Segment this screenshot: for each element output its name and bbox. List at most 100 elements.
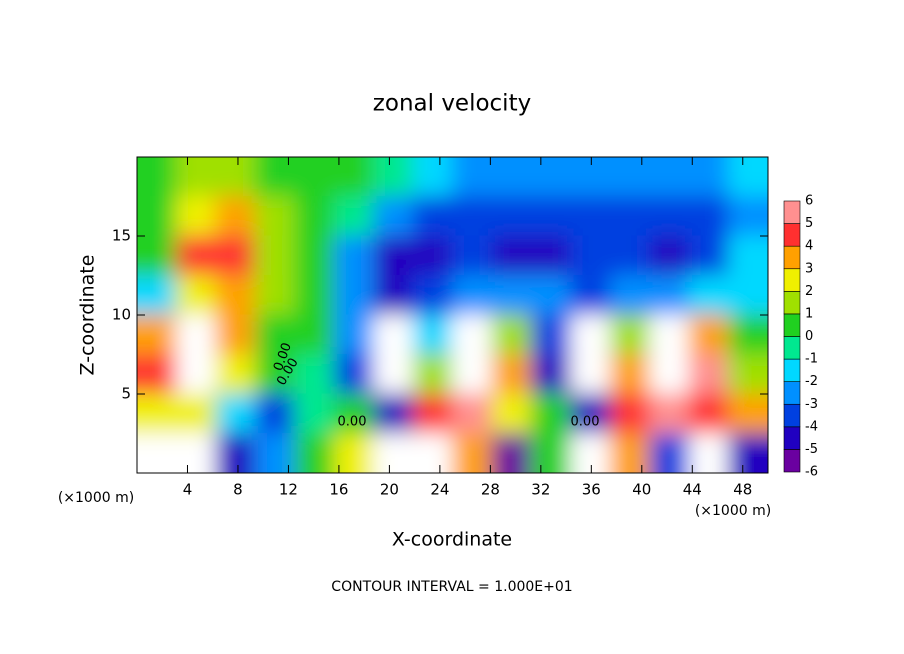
field-cell <box>412 275 453 316</box>
colorbar-label: 2 <box>805 284 813 299</box>
field-cell <box>333 196 375 237</box>
colorbar-swatch <box>783 223 801 247</box>
field-cell <box>175 157 217 197</box>
x-tick-label: 32 <box>531 481 550 499</box>
field-cell <box>137 314 177 355</box>
field-cell <box>452 433 493 473</box>
colorbar-label: -3 <box>805 397 818 412</box>
field-cell <box>373 393 414 434</box>
field-cell <box>412 393 453 434</box>
y-tick-label: 15 <box>112 227 131 245</box>
field-cell <box>254 275 296 316</box>
colorbar-label: -4 <box>805 419 818 434</box>
x-tick-label: 4 <box>183 481 193 499</box>
x-unit-right: (×1000 m) <box>695 503 771 519</box>
field-cell <box>137 433 177 473</box>
chart-title: zonal velocity <box>373 91 531 117</box>
colorbar-label: -6 <box>805 465 818 480</box>
x-tick-label: 36 <box>582 481 601 499</box>
field-cell <box>570 275 611 316</box>
field-cell <box>649 314 690 355</box>
field-cell <box>412 314 453 355</box>
field-cell <box>530 196 572 237</box>
field-cell <box>254 354 296 395</box>
x-tick-label: 28 <box>481 481 500 499</box>
x-tick-label: 20 <box>380 481 399 499</box>
field-cell <box>649 275 690 316</box>
field-cell <box>373 235 414 276</box>
field-cell <box>530 157 572 197</box>
field-cell <box>412 157 453 197</box>
field-cell <box>570 433 611 473</box>
field-cell <box>609 314 651 355</box>
field-cell <box>688 157 730 197</box>
field-cell <box>649 433 690 473</box>
field-cell <box>137 157 177 197</box>
field-cell <box>491 393 532 434</box>
footer: CONTOUR INTERVAL = 1.000E+01 <box>331 579 572 595</box>
field-cell <box>215 157 256 197</box>
field-cell <box>728 433 768 473</box>
colorbar-label: -1 <box>805 352 818 367</box>
field-cell <box>609 196 651 237</box>
field-cell <box>137 196 177 237</box>
field-cell <box>688 235 730 276</box>
field-cell <box>333 393 375 434</box>
field-cell <box>570 157 611 197</box>
colorbar-swatch <box>783 403 801 428</box>
colorbar-swatch <box>783 200 801 224</box>
colorbar-label: 0 <box>805 329 813 344</box>
field-cell <box>491 433 532 473</box>
field-cell <box>373 354 414 395</box>
field-cell <box>412 354 453 395</box>
field-cell <box>412 235 453 276</box>
field-cell <box>491 235 532 276</box>
field-cell <box>609 393 651 434</box>
field-cell <box>609 235 651 276</box>
x-axis-label: X-coordinate <box>392 529 512 551</box>
field-cell <box>373 433 414 473</box>
field-cell <box>452 196 493 237</box>
field-cell <box>649 157 690 197</box>
field-cell <box>728 275 768 316</box>
field-cell <box>452 235 493 276</box>
field-cell <box>452 314 493 355</box>
field-cell <box>728 196 768 237</box>
field-cell <box>728 157 768 197</box>
field-cell <box>570 196 611 237</box>
x-tick-label: 40 <box>632 481 651 499</box>
colorbar-swatch <box>783 358 801 382</box>
x-tick-label: 16 <box>329 481 348 499</box>
field-cell <box>491 196 532 237</box>
field-cell <box>452 157 493 197</box>
y-tick-label: 10 <box>112 306 131 324</box>
field-cell <box>254 314 296 355</box>
field <box>137 157 768 473</box>
field-cell <box>491 354 532 395</box>
field-cell <box>215 235 256 276</box>
field-cell <box>333 235 375 276</box>
colorbar-label: 3 <box>805 261 813 276</box>
field-cell <box>530 433 572 473</box>
colorbar-swatch <box>783 426 801 450</box>
x-tick-label: 12 <box>279 481 298 499</box>
field-cell <box>137 393 177 434</box>
y-tick-label: 5 <box>121 385 131 403</box>
field-cell <box>728 354 768 395</box>
field-cell <box>215 354 256 395</box>
field-cell <box>688 393 730 434</box>
field-cell <box>530 354 572 395</box>
field-cell <box>294 275 335 316</box>
field-cell <box>373 196 414 237</box>
colorbar-label: 1 <box>805 306 813 321</box>
field-cell <box>294 354 335 395</box>
field-cell <box>452 354 493 395</box>
y-axis-label: Z-coordinate <box>77 255 99 376</box>
field-cell <box>175 393 217 434</box>
field-cell <box>373 275 414 316</box>
field-cell <box>333 275 375 316</box>
field-cell <box>570 314 611 355</box>
x-tick-label: 48 <box>733 481 752 499</box>
field-cell <box>175 196 217 237</box>
field-cell <box>570 393 611 434</box>
